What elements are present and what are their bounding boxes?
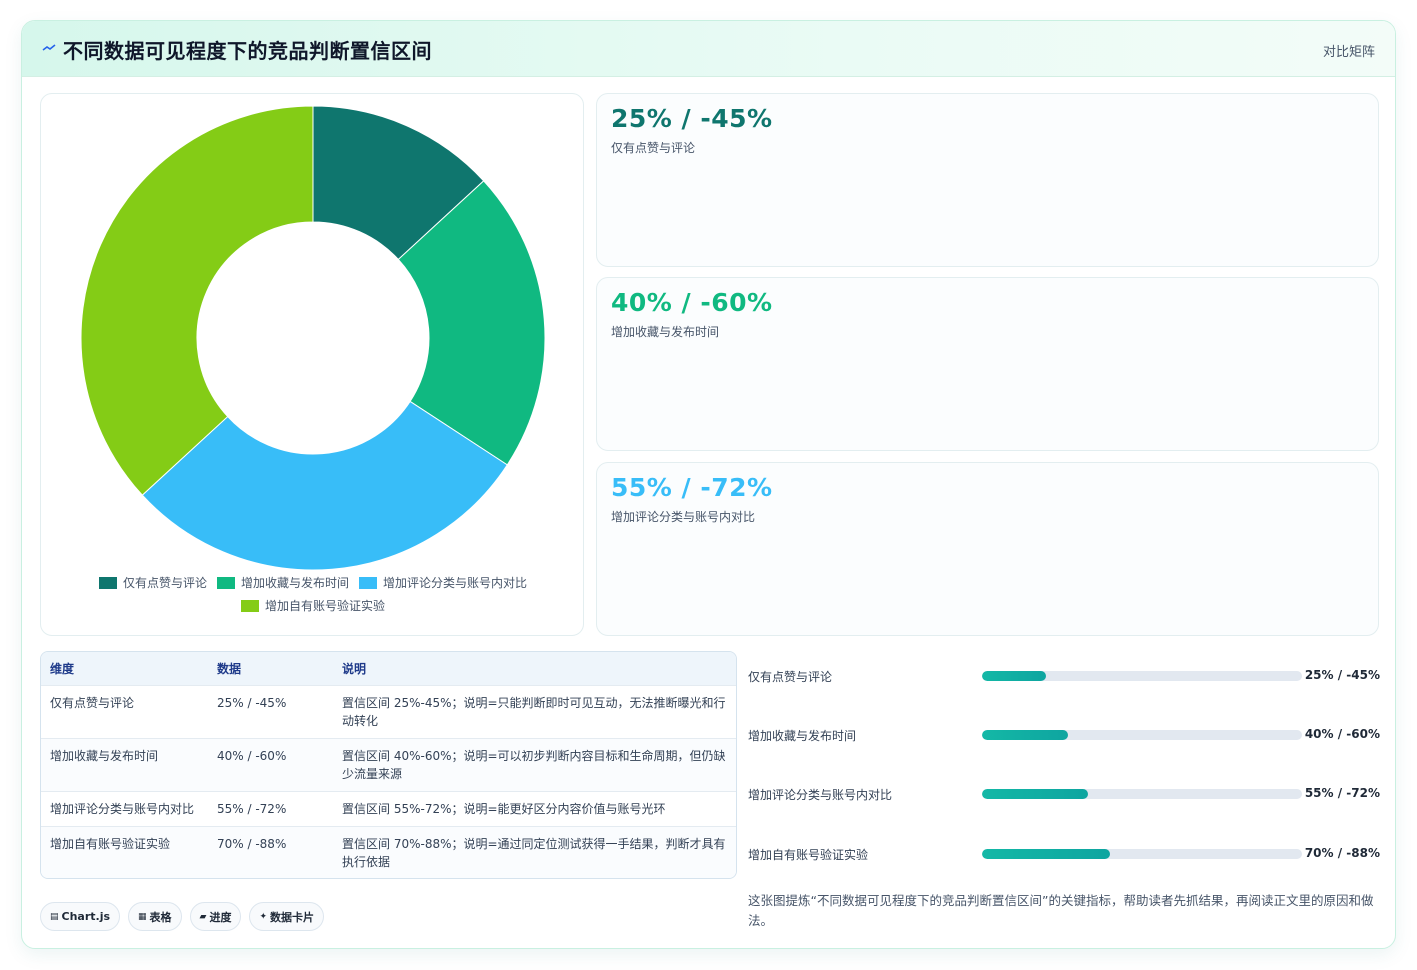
kpi-label: 增加收藏与发布时间 — [611, 325, 720, 339]
zigzag-icon — [42, 44, 56, 51]
table-cell: 增加自有账号验证实验 — [41, 826, 208, 878]
table-header-row: 维度 数据 说明 — [41, 652, 736, 686]
summary-note: 这张图提炼“不同数据可见程度下的竞品判断置信区间”的关键指标，帮助读者先抓结果，… — [748, 893, 1374, 928]
kpi-value: 25% / -45% — [611, 104, 773, 133]
progress-label: 增加评论分类与账号内对比 — [748, 788, 893, 802]
tech-chips: ▤ Chart.js ▦ 表格 ▰ 进度 ✦ 数据卡片 — [40, 902, 325, 931]
column-header: 说明 — [333, 652, 736, 686]
chart-icon: ▤ — [50, 911, 59, 922]
progress-fill — [982, 671, 1046, 681]
chart-legend: 仅有点赞与评论 增加收藏与发布时间 增加评论分类与账号内对比增加自有账号验证实验 — [81, 574, 545, 614]
table-icon: ▦ — [138, 911, 147, 922]
progress-value: 70% / -88% — [1304, 846, 1380, 860]
legend-swatch — [359, 576, 377, 589]
table-row: 增加自有账号验证实验 70% / -88% 置信区间 70%-88%；说明=通过… — [41, 826, 736, 878]
table-row: 增加评论分类与账号内对比 55% / -72% 置信区间 55%-72%；说明=… — [41, 791, 736, 827]
table-row: 仅有点赞与评论 25% / -45% 置信区间 25%-45%；说明=只能判断即… — [41, 685, 736, 739]
progress-track — [982, 671, 1302, 681]
progress-fill — [982, 849, 1110, 859]
table-cell: 70% / -88% — [208, 826, 333, 878]
chip-label: 表格 — [149, 910, 172, 924]
page-title: 不同数据可见程度下的竞品判断置信区间 — [63, 39, 432, 63]
donut-chart-panel: 仅有点赞与评论 增加收藏与发布时间 增加评论分类与账号内对比增加自有账号验证实验 — [40, 93, 584, 636]
chip-label: 进度 — [209, 910, 232, 924]
table-cell: 增加评论分类与账号内对比 — [41, 791, 208, 827]
chip-progress[interactable]: ▰ 进度 — [189, 902, 242, 931]
progress-value: 55% / -72% — [1304, 786, 1380, 800]
chip-data-card[interactable]: ✦ 数据卡片 — [249, 902, 325, 931]
progress-row: 增加自有账号验证实验 70% / -88% — [748, 844, 1380, 864]
progress-value: 40% / -60% — [1304, 727, 1380, 741]
progress-track — [982, 730, 1302, 740]
legend-swatch — [216, 576, 235, 589]
legend-item[interactable]: 增加自有账号验证实验 — [240, 597, 385, 614]
column-header: 数据 — [208, 652, 333, 686]
donut-slice[interactable] — [312, 105, 485, 261]
table-cell: 置信区间 25%-45%；说明=只能判断即时可见互动，无法推断曝光和行动转化 — [333, 685, 736, 739]
legend-item[interactable]: 仅有点赞与评论 — [98, 574, 207, 591]
progress-fill — [982, 730, 1069, 740]
legend-item[interactable]: 增加评论分类与账号内对比 — [359, 574, 527, 591]
header-bar: 不同数据可见程度下的竞品判断置信区间 对比矩阵 — [22, 21, 1395, 77]
chip-label: 数据卡片 — [270, 910, 315, 924]
kpi-card: 40% / -60% 增加收藏与发布时间 — [596, 277, 1379, 451]
legend-label: 增加自有账号验证实验 — [264, 599, 385, 613]
legend-label: 增加评论分类与账号内对比 — [383, 576, 528, 590]
kpi-card: 55% / -72% 增加评论分类与账号内对比 — [596, 462, 1379, 636]
kpi-label: 增加评论分类与账号内对比 — [611, 510, 756, 524]
table-cell: 置信区间 40%-60%；说明=可以初步判断内容目标和生命周期，但仍缺少流量来源 — [333, 738, 736, 792]
progress-row: 增加收藏与发布时间 40% / -60% — [748, 725, 1380, 745]
table-cell: 置信区间 55%-72%；说明=能更好区分内容价值与账号光环 — [333, 791, 736, 827]
progress-icon: ▰ — [199, 911, 207, 922]
legend-swatch — [240, 599, 259, 612]
table-cell: 40% / -60% — [208, 738, 333, 792]
progress-label: 仅有点赞与评论 — [748, 670, 833, 684]
table-cell: 置信区间 70%-88%；说明=通过同定位测试获得一手结果，判断才具有执行依据 — [333, 826, 736, 878]
sparkle-icon: ✦ — [259, 911, 268, 922]
donut-chart — [80, 105, 546, 571]
progress-label: 增加收藏与发布时间 — [748, 729, 857, 743]
table-cell: 增加收藏与发布时间 — [41, 738, 208, 792]
donut-slice[interactable] — [141, 400, 508, 571]
column-header: 维度 — [41, 652, 208, 686]
progress-track — [982, 849, 1302, 859]
progress-row: 增加评论分类与账号内对比 55% / -72% — [748, 784, 1380, 804]
legend-swatch — [98, 576, 117, 589]
view-tag[interactable]: 对比矩阵 — [1322, 45, 1375, 60]
kpi-value: 55% / -72% — [611, 473, 773, 502]
progress-row: 仅有点赞与评论 25% / -45% — [748, 666, 1380, 686]
progress-track — [982, 789, 1302, 799]
legend-item[interactable]: 增加收藏与发布时间 — [216, 574, 349, 591]
table-row: 增加收藏与发布时间 40% / -60% 置信区间 40%-60%；说明=可以初… — [41, 738, 736, 792]
legend-label: 增加收藏与发布时间 — [240, 576, 349, 590]
kpi-value: 40% / -60% — [611, 288, 773, 317]
data-table: 维度 数据 说明 仅有点赞与评论 25% / -45% 置信区间 25%-45%… — [40, 651, 737, 879]
progress-value: 25% / -45% — [1304, 668, 1380, 682]
kpi-label: 仅有点赞与评论 — [611, 141, 696, 155]
progress-fill — [982, 789, 1088, 799]
progress-label: 增加自有账号验证实验 — [748, 848, 869, 862]
table-cell: 仅有点赞与评论 — [41, 685, 208, 739]
legend-label: 仅有点赞与评论 — [122, 576, 207, 590]
chip-label: Chart.js — [61, 910, 111, 923]
dashboard-card: 不同数据可见程度下的竞品判断置信区间 对比矩阵 仅有点赞与评论 增加收藏与发布时间… — [21, 20, 1396, 949]
kpi-card: 25% / -45% 仅有点赞与评论 — [596, 93, 1379, 267]
donut-slice[interactable] — [80, 105, 314, 496]
chip-table[interactable]: ▦ 表格 — [128, 902, 182, 931]
chip-chartjs[interactable]: ▤ Chart.js — [40, 902, 121, 931]
table-cell: 25% / -45% — [208, 685, 333, 739]
table-cell: 55% / -72% — [208, 791, 333, 827]
donut-slice[interactable] — [397, 180, 546, 466]
